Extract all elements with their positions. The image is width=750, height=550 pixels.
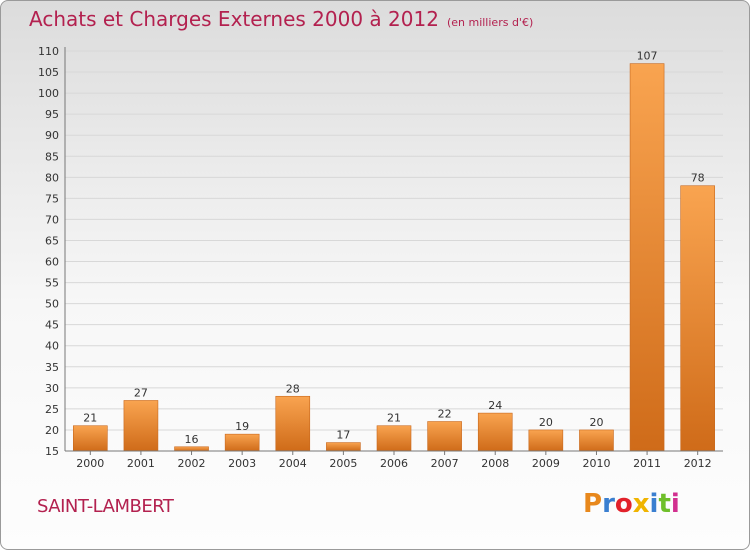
- y-tick-label: 100: [38, 87, 59, 100]
- x-tick-label: 2012: [684, 457, 712, 470]
- axes: 15 20 25 30 35 40 45 50 55 60 65 70 75 80 85 90 95 100 105…: [38, 45, 723, 470]
- bar-value-label: 27: [134, 386, 148, 399]
- bar: [73, 425, 108, 452]
- logo-letter: o: [614, 489, 633, 519]
- y-tick-label: 65: [45, 234, 59, 247]
- data-labels: 21 27 16 19 28 17 21 22 24 20 20 107 78: [83, 50, 704, 446]
- x-tick-label: 2007: [431, 457, 459, 470]
- logo-letter: x: [632, 489, 650, 519]
- y-tick-label: 70: [45, 213, 59, 226]
- bar: [579, 429, 614, 452]
- x-tick-label: 2000: [76, 457, 104, 470]
- bar: [174, 446, 209, 452]
- y-tick-label: 60: [45, 256, 59, 269]
- y-tick-label: 105: [38, 66, 59, 79]
- bar: [275, 395, 311, 452]
- bar: [224, 433, 260, 452]
- y-tick-label: 25: [45, 403, 59, 416]
- bar-value-label: 17: [336, 429, 350, 442]
- y-tick-label: 15: [45, 445, 59, 458]
- grid-lines: [65, 50, 723, 452]
- bar-value-label: 22: [438, 408, 452, 421]
- bar: [326, 442, 361, 452]
- y-tick-label: 55: [45, 277, 59, 290]
- y-tick-label: 75: [45, 192, 59, 205]
- y-tick-label: 30: [45, 382, 59, 395]
- bar-value-label: 19: [235, 420, 249, 433]
- commune-name: SAINT-LAMBERT: [37, 496, 174, 517]
- y-tick-label: 90: [45, 129, 59, 142]
- bar-value-label: 21: [83, 412, 97, 425]
- y-tick-label: 50: [45, 298, 59, 311]
- bar-value-label: 24: [488, 399, 502, 412]
- logo-letter: i: [670, 489, 680, 519]
- bar: [123, 400, 159, 452]
- x-tick-label: 2003: [228, 457, 256, 470]
- chart-title: Achats et Charges Externes 2000 à 2012: [29, 7, 439, 31]
- x-tick-label: 2009: [532, 457, 560, 470]
- bar-value-label: 21: [387, 412, 401, 425]
- chart-title-block: Achats et Charges Externes 2000 à 2012 (e…: [29, 7, 533, 31]
- logo-letter: i: [649, 489, 659, 519]
- bar-value-label: 107: [637, 50, 658, 63]
- y-tick-label: 45: [45, 319, 59, 332]
- y-tick-label: 20: [45, 424, 59, 437]
- chart-unit: (en milliers d'€): [446, 16, 534, 29]
- bar-value-label: 78: [691, 172, 705, 185]
- bar: [427, 421, 462, 452]
- x-tick-label: 2001: [127, 457, 155, 470]
- bar-value-label: 20: [589, 416, 603, 429]
- x-tick-label: 2006: [380, 457, 408, 470]
- bar: [680, 185, 715, 452]
- y-tick-label: 85: [45, 150, 59, 163]
- y-tick-label: 35: [45, 361, 59, 374]
- x-tick-label: 2004: [279, 457, 307, 470]
- logo-letter: r: [602, 489, 615, 519]
- x-tick-label: 2005: [329, 457, 357, 470]
- bar: [376, 425, 412, 452]
- logo-letter: P: [583, 489, 603, 519]
- bar: [528, 429, 564, 452]
- y-tick-label: 80: [45, 171, 59, 184]
- logo-letter: t: [658, 489, 671, 519]
- bar-value-label: 28: [286, 382, 300, 395]
- bar: [629, 63, 665, 452]
- bars: [73, 63, 715, 452]
- y-tick-label: 40: [45, 340, 59, 353]
- proxiti-logo[interactable]: Proxiti: [583, 489, 680, 519]
- x-tick-label: 2010: [582, 457, 610, 470]
- bar-value-label: 20: [539, 416, 553, 429]
- x-tick-label: 2002: [178, 457, 206, 470]
- x-tick-label: 2008: [481, 457, 509, 470]
- x-tick-label: 2011: [633, 457, 661, 470]
- y-tick-label: 110: [38, 45, 59, 58]
- y-tick-label: 95: [45, 108, 59, 121]
- bar-value-label: 16: [185, 433, 199, 446]
- bar: [477, 412, 513, 452]
